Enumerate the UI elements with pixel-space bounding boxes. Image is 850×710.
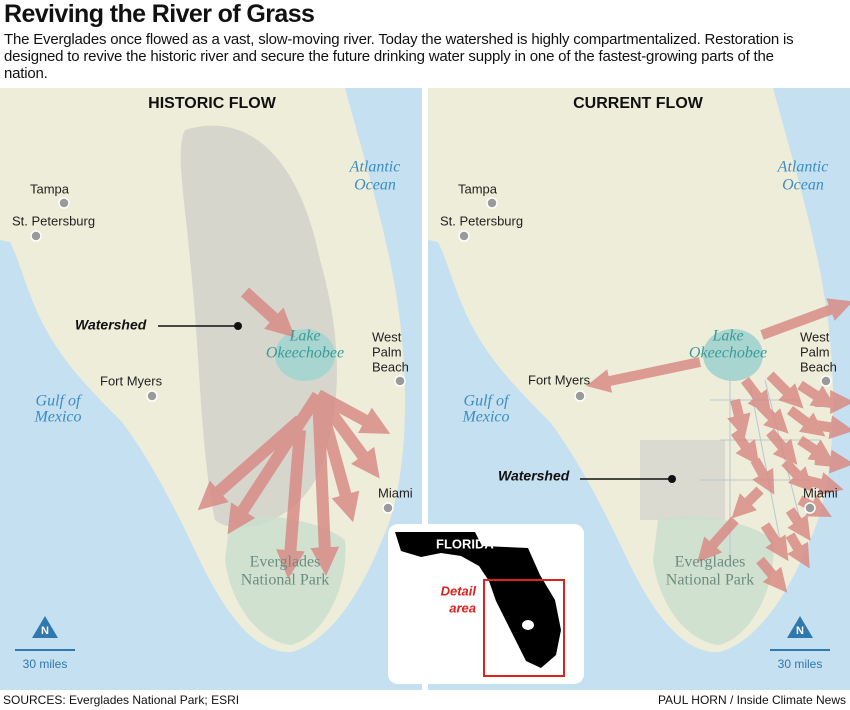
label: Fort Myers <box>100 373 163 388</box>
label: Tampa <box>30 181 70 196</box>
florida-silhouette <box>395 532 561 668</box>
label: Beach <box>372 359 409 374</box>
north-letter: N <box>796 625 804 637</box>
flow-arrow <box>803 472 844 496</box>
flow-arrow <box>785 507 811 541</box>
label: CURRENT FLOW <box>573 95 704 112</box>
label: Fort Myers <box>528 372 591 387</box>
lake <box>275 329 335 381</box>
city-dot <box>58 197 70 209</box>
flow-arrow <box>760 522 789 562</box>
label: Miami <box>803 485 838 500</box>
flow-arrow <box>781 458 814 493</box>
label: Ocean <box>354 177 396 194</box>
flow-arrow <box>797 435 834 463</box>
flow-arrow <box>756 401 789 434</box>
label: FLORIDA <box>436 536 494 551</box>
label: HISTORIC FLOW <box>148 95 277 112</box>
label: Mexico <box>33 409 81 426</box>
label: St. Petersburg <box>440 213 523 228</box>
label: 30 miles <box>23 657 68 671</box>
city-dot <box>394 375 406 387</box>
city-dot <box>486 197 498 209</box>
flow-arrow <box>741 377 772 416</box>
detail-box <box>483 579 565 677</box>
flow-arrow <box>766 428 798 465</box>
flow-arrow <box>787 406 826 437</box>
label: Okeechobee <box>266 345 344 362</box>
label: Palm <box>372 344 402 359</box>
flow-arrow <box>730 429 760 466</box>
inset <box>388 524 584 684</box>
label: National Park <box>241 572 329 589</box>
park-area <box>653 516 774 645</box>
label: 30 miles <box>778 657 823 671</box>
label: St. Petersburg <box>12 213 95 228</box>
flow-arrow <box>814 415 850 440</box>
flow-arrows <box>197 287 391 579</box>
flow-arrow <box>697 516 739 563</box>
leader-dot <box>234 322 242 330</box>
label: Ocean <box>782 177 824 194</box>
label: Mexico <box>461 409 509 426</box>
label: Lake <box>711 328 743 345</box>
label: Watershed <box>75 317 147 333</box>
label: National Park <box>666 572 754 589</box>
north-letter: N <box>41 625 49 637</box>
flow-arrow <box>750 457 775 495</box>
label: Gulf of <box>464 393 511 410</box>
flow-arrow <box>814 449 850 474</box>
flow-arrow <box>797 380 837 409</box>
label: Okeechobee <box>689 345 767 362</box>
city-dot <box>574 390 586 402</box>
flow-arrow <box>756 556 788 593</box>
label: area <box>449 600 476 615</box>
lake <box>703 329 763 381</box>
flow-arrow <box>731 486 764 519</box>
inset-lake <box>522 620 534 630</box>
label: PAUL HORN / Inside Climate News <box>658 693 846 707</box>
city-dot <box>30 230 42 242</box>
flow-arrow <box>760 298 850 340</box>
label: Tampa <box>458 181 498 196</box>
flow-arrow <box>785 532 810 569</box>
label: Palm <box>800 344 830 359</box>
flow-arrow <box>586 357 702 393</box>
label: Everglades <box>250 554 321 571</box>
label: West <box>372 329 402 344</box>
flow-arrow <box>727 398 751 439</box>
label: Everglades <box>675 554 746 571</box>
label: Atlantic <box>349 159 401 176</box>
north-icon <box>32 616 58 638</box>
title: Reviving the River of Grass <box>4 0 315 28</box>
label: Detail <box>441 583 477 598</box>
label: Gulf of <box>36 393 83 410</box>
label: Beach <box>800 359 837 374</box>
label: Lake <box>288 328 320 345</box>
city-dot <box>382 502 394 514</box>
north-icon <box>787 616 813 638</box>
description: The Everglades once flowed as a vast, sl… <box>4 31 794 82</box>
city-dot <box>458 230 470 242</box>
flow-arrow <box>766 371 804 409</box>
city-dot <box>146 390 158 402</box>
historic-map <box>0 88 422 690</box>
city-dot <box>820 375 832 387</box>
label: SOURCES: Everglades National Park; ESRI <box>3 693 239 707</box>
label: West <box>800 329 830 344</box>
label: Atlantic <box>777 159 829 176</box>
city-dot <box>804 502 816 514</box>
label: Watershed <box>498 468 570 484</box>
label: Miami <box>378 485 413 500</box>
leader-dot <box>668 475 676 483</box>
